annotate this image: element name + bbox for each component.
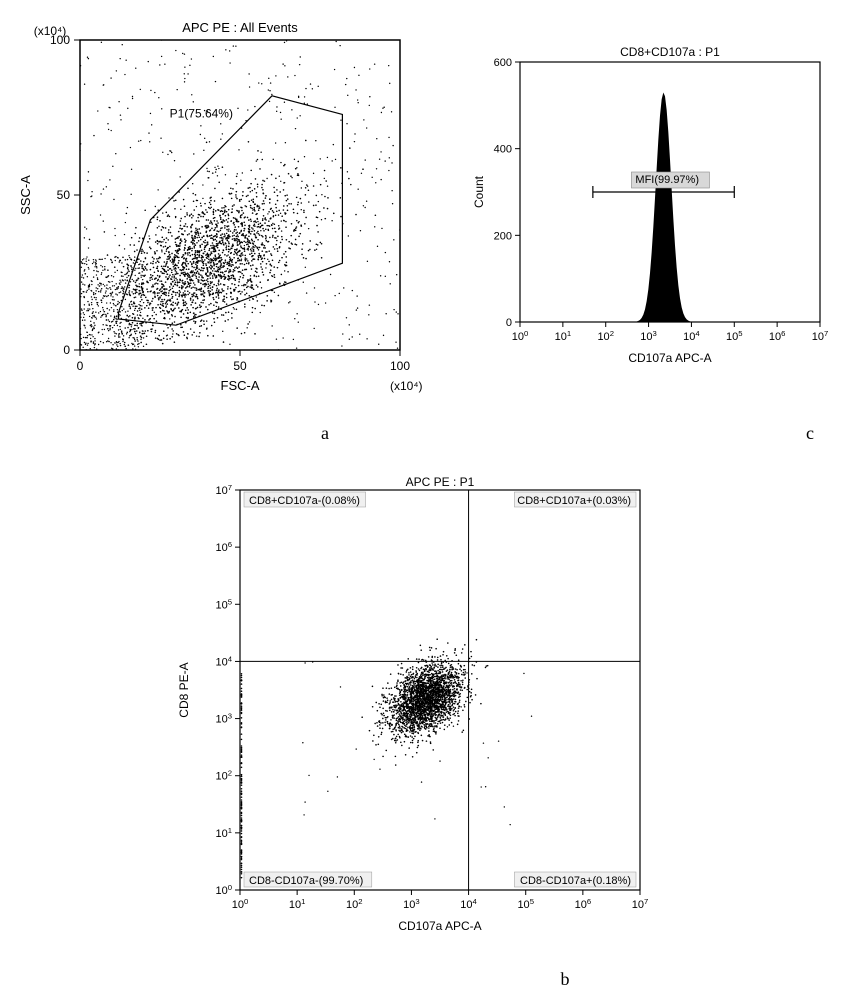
panel-a-svg: APC PE : All Events050100050100FSC-A(x10…: [10, 10, 440, 410]
svg-text:400: 400: [494, 144, 512, 156]
svg-text:107: 107: [215, 483, 232, 498]
svg-text:105: 105: [215, 597, 232, 612]
svg-text:104: 104: [460, 897, 477, 912]
svg-text:600: 600: [494, 57, 512, 69]
svg-text:102: 102: [597, 329, 614, 344]
svg-text:100: 100: [215, 883, 232, 898]
panel-b-svg: APC PE : P1 100 101 102 103 104 105 106 107 100 10…: [160, 470, 700, 960]
svg-text:(x10⁴): (x10⁴): [34, 24, 67, 38]
panel-a-label: a: [210, 423, 440, 444]
svg-text:103: 103: [215, 711, 232, 726]
svg-text:FSC-A: FSC-A: [221, 378, 260, 393]
svg-text:101: 101: [215, 825, 232, 840]
svg-text:101: 101: [289, 897, 306, 912]
svg-text:CD8 PE-A: CD8 PE-A: [177, 662, 191, 717]
svg-text:107: 107: [632, 897, 649, 912]
svg-text:100: 100: [232, 897, 249, 912]
svg-text:CD107a APC-A: CD107a APC-A: [628, 351, 711, 365]
svg-text:102: 102: [346, 897, 363, 912]
svg-text:101: 101: [555, 329, 572, 344]
svg-text:104: 104: [683, 329, 700, 344]
svg-text:CD8+CD107a+(0.03%): CD8+CD107a+(0.03%): [517, 495, 631, 507]
svg-text:105: 105: [726, 329, 743, 344]
svg-text:102: 102: [215, 768, 232, 783]
panel-c: CD8+CD107a : P1 0 200 400 600 100 101 102 103 104…: [465, 40, 859, 444]
svg-text:SSC-A: SSC-A: [18, 175, 33, 215]
svg-text:0: 0: [506, 317, 512, 329]
svg-text:103: 103: [403, 897, 420, 912]
panel-b: APC PE : P1 100 101 102 103 104 105 106 107 100 10…: [160, 470, 700, 990]
svg-text:CD8+CD107a : P1: CD8+CD107a : P1: [620, 45, 720, 59]
svg-text:CD107a APC-A: CD107a APC-A: [398, 919, 481, 933]
panel-c-svg: CD8+CD107a : P1 0 200 400 600 100 101 102 103 104…: [465, 40, 859, 400]
svg-text:103: 103: [640, 329, 657, 344]
svg-text:50: 50: [233, 359, 247, 373]
svg-text:APC PE : P1: APC PE : P1: [406, 475, 475, 489]
svg-text:APC PE : All Events: APC PE : All Events: [182, 20, 298, 35]
svg-text:0: 0: [77, 359, 84, 373]
svg-text:MFI(99.97%): MFI(99.97%): [635, 174, 699, 186]
svg-text:106: 106: [575, 897, 592, 912]
svg-text:105: 105: [517, 897, 534, 912]
svg-text:200: 200: [494, 230, 512, 242]
svg-text:Count: Count: [472, 175, 486, 208]
svg-text:106: 106: [215, 540, 232, 555]
panel-b-label: b: [430, 969, 700, 990]
svg-text:(x10⁴): (x10⁴): [390, 379, 423, 393]
svg-text:50: 50: [57, 188, 71, 202]
panel-c-label: c: [755, 423, 859, 444]
svg-text:100: 100: [390, 359, 410, 373]
svg-text:106: 106: [769, 329, 786, 344]
svg-text:P1(75.64%): P1(75.64%): [170, 107, 233, 121]
svg-text:CD8-CD107a+(0.18%): CD8-CD107a+(0.18%): [520, 875, 631, 887]
svg-text:CD8+CD107a-(0.08%): CD8+CD107a-(0.08%): [249, 495, 360, 507]
svg-text:0: 0: [63, 343, 70, 357]
svg-text:100: 100: [512, 329, 529, 344]
svg-text:107: 107: [812, 329, 829, 344]
figure-container: APC PE : All Events050100050100FSC-A(x10…: [10, 10, 850, 990]
panel-a: APC PE : All Events050100050100FSC-A(x10…: [10, 10, 440, 444]
svg-text:CD8-CD107a-(99.70%): CD8-CD107a-(99.70%): [249, 875, 363, 887]
svg-text:104: 104: [215, 654, 232, 669]
